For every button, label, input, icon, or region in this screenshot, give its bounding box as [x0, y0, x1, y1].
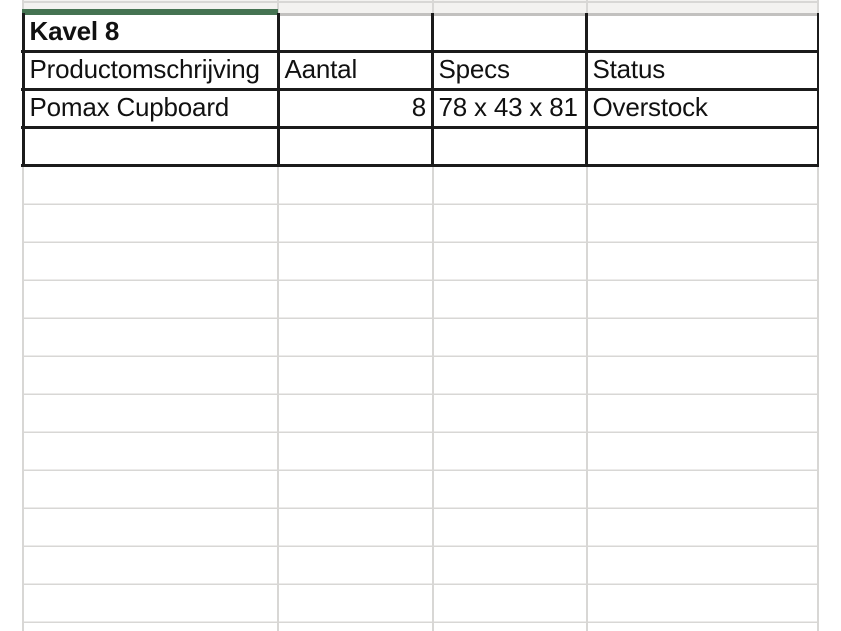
cell-lot-title[interactable]: Kavel 8 — [29, 15, 120, 46]
table-top-gridline — [278, 13, 819, 16]
gridline-col-e-top — [817, 0, 819, 13]
cell-aantal[interactable]: 8 — [411, 91, 426, 122]
green-accent-border — [22, 9, 278, 15]
gridline-col-c — [432, 166, 434, 631]
table-border-bottom — [21, 164, 819, 167]
cell-c1-empty[interactable] — [434, 15, 586, 50]
gridline-col-a-top — [22, 0, 24, 13]
gridline-col-d-top — [586, 0, 588, 13]
cell-b4-empty[interactable] — [280, 127, 432, 164]
cell-status[interactable]: Overstock — [592, 91, 708, 122]
cell-d4-empty[interactable] — [588, 127, 817, 164]
cell-d1-empty[interactable] — [588, 15, 817, 50]
gridline-col-e — [817, 166, 819, 631]
gridline-col-c-top — [432, 0, 434, 13]
gridline-col-d — [586, 166, 588, 631]
cell-header-specs[interactable]: Specs — [438, 53, 510, 84]
cell-specs[interactable]: 78 x 43 x 81 — [438, 91, 578, 122]
gridline-col-b — [277, 166, 279, 631]
cell-a4-empty[interactable] — [25, 127, 277, 164]
cell-b1-empty[interactable] — [280, 15, 432, 50]
cell-header-status[interactable]: Status — [592, 53, 666, 84]
cell-header-product[interactable]: Productomschrijving — [29, 53, 260, 84]
empty-grid-rows[interactable] — [22, 166, 818, 631]
table-border-row2 — [21, 88, 819, 91]
gridline-top — [22, 1, 818, 3]
table-border-row1 — [21, 50, 819, 53]
cell-c4-empty[interactable] — [434, 127, 586, 164]
cell-product[interactable]: Pomax Cupboard — [29, 91, 230, 122]
gridline-col-b-top — [277, 0, 279, 13]
cell-header-aantal[interactable]: Aantal — [284, 53, 358, 84]
table-border-row3 — [21, 126, 819, 129]
gridline-col-a — [22, 166, 24, 631]
